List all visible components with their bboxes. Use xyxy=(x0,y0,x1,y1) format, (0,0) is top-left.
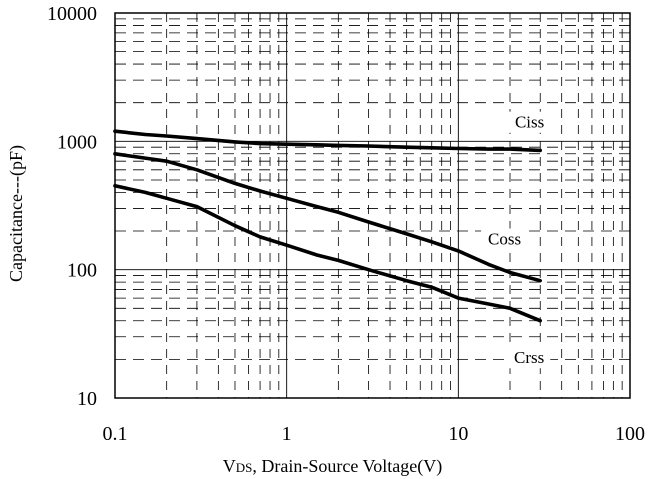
y-tick-label: 10 xyxy=(77,388,97,410)
series-lines xyxy=(113,129,543,323)
plot-frame xyxy=(114,12,631,399)
x-axis-title-main: V xyxy=(223,456,236,476)
series-label-coss: Coss xyxy=(488,229,521,248)
x-tick-label: 10 xyxy=(448,423,468,445)
series-label-bg xyxy=(481,228,528,250)
series-line-crss xyxy=(113,184,543,323)
series-line-ciss xyxy=(113,129,543,153)
series-label-bg xyxy=(504,111,551,133)
series-labels: Ciss Coss Crss xyxy=(481,111,551,369)
x-tick-label: 0.1 xyxy=(103,423,128,445)
y-tick-label: 1000 xyxy=(57,131,97,153)
series-line-coss xyxy=(113,152,543,283)
x-tick-label: 100 xyxy=(615,423,645,445)
x-tick-labels: 0.1 1 10 100 xyxy=(103,423,646,445)
series-label-ciss: Ciss xyxy=(515,113,544,132)
x-axis-title: VDS, Drain-Source Voltage(V) xyxy=(223,456,442,477)
y-tick-label: 10000 xyxy=(47,3,97,25)
x-axis-title-sub: DS xyxy=(236,460,253,475)
series-label-bg xyxy=(504,347,551,369)
x-axis-title-rest: , Drain-Source Voltage(V) xyxy=(252,456,442,477)
minor-gridlines xyxy=(115,13,630,398)
series-label-crss: Crss xyxy=(514,348,544,367)
x-tick-label: 1 xyxy=(282,423,292,445)
y-tick-labels: 10 100 1000 10000 xyxy=(47,3,97,410)
y-axis-title: Capacitance---(pF) xyxy=(6,145,27,282)
y-tick-label: 100 xyxy=(67,260,97,282)
